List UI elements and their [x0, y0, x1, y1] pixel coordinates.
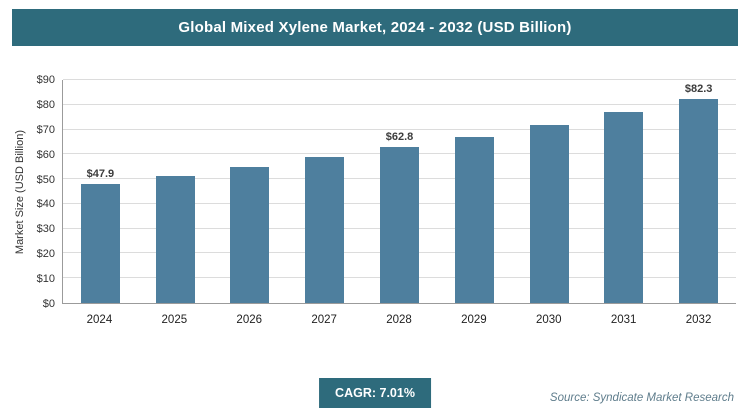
y-tick-label: $30 — [36, 223, 55, 236]
x-tick-label: 2032 — [685, 314, 712, 326]
y-axis-title: Market Size (USD Billion) — [14, 129, 26, 255]
bar-value-label: $62.8 — [385, 131, 414, 144]
gridline — [63, 103, 736, 105]
bar-column: $82.3 — [661, 80, 736, 303]
x-tick-label: 2029 — [461, 314, 487, 326]
y-tick-label: $40 — [36, 198, 55, 211]
y-tick-label: $20 — [36, 248, 55, 261]
bar-column: $47.9 — [63, 80, 138, 303]
bar-column — [138, 80, 213, 303]
x-tick-label: 2026 — [236, 314, 263, 326]
y-tick-label: $0 — [42, 298, 55, 310]
bar-column — [213, 80, 288, 303]
chart-title-bar: Global Mixed Xylene Market, 2024 - 2032 … — [12, 9, 738, 46]
bar-column — [287, 80, 362, 303]
chart: Market Size (USD Billion) $0 $10 $20 $30 $40… — [12, 74, 736, 310]
gridline — [63, 128, 736, 130]
footer: CAGR: 7.01% Source: Syndicate Market Res… — [0, 378, 750, 410]
x-axis: 2024 2025 2026 2027 2028 2029 2030 2031 2032 — [12, 304, 736, 330]
bar-column — [586, 80, 661, 303]
source-text: Source: Syndicate Market Research — [549, 392, 734, 404]
chart-card: Global Mixed Xylene Market, 2024 - 2032 … — [0, 9, 750, 417]
bar-2025 — [155, 175, 195, 303]
y-tick-label: $10 — [36, 273, 55, 286]
y-tick-label: $50 — [36, 173, 55, 186]
y-axis-ticks: $0 $10 $20 $30 $40 $50 $60 $70 $80 $90 — [28, 74, 62, 310]
x-tick-label: 2028 — [386, 314, 412, 326]
y-tick-label: $70 — [36, 123, 55, 136]
bar-2031 — [604, 112, 644, 303]
bar-value-label: $82.3 — [684, 83, 713, 96]
bar-value-label: $47.9 — [86, 168, 115, 181]
bar-2032 — [679, 99, 719, 303]
bar-2027 — [305, 157, 345, 303]
bar-2028 — [380, 147, 420, 303]
x-tick-label: 2024 — [86, 314, 113, 326]
gridline — [63, 79, 736, 80]
x-tick-label: 2027 — [311, 314, 337, 326]
cagr-badge: CAGR: 7.01% — [319, 378, 431, 408]
bar-column: $62.8 — [362, 80, 437, 303]
y-tick-label: $60 — [36, 148, 55, 161]
y-axis-title-wrap: Market Size (USD Billion) — [12, 80, 28, 304]
bar-2024 — [80, 184, 120, 303]
x-tick-label: 2031 — [610, 314, 637, 326]
bar-column — [437, 80, 512, 303]
bar-2029 — [454, 136, 494, 303]
x-axis-labels: 2024 2025 2026 2027 2028 2029 2030 2031 2032 — [62, 304, 736, 330]
y-tick-label: $80 — [36, 98, 55, 111]
plot-area: $47.9 $62.8 $82.3 — [62, 79, 736, 304]
bars: $47.9 $62.8 $82.3 — [63, 80, 736, 303]
bar-2026 — [230, 166, 270, 303]
x-tick-label: 2030 — [535, 314, 562, 326]
bar-2030 — [529, 124, 569, 303]
x-tick-label: 2025 — [161, 314, 188, 326]
y-tick-label: $90 — [36, 74, 55, 86]
chart-title: Global Mixed Xylene Market, 2024 - 2032 … — [178, 19, 572, 36]
bar-column — [512, 80, 587, 303]
